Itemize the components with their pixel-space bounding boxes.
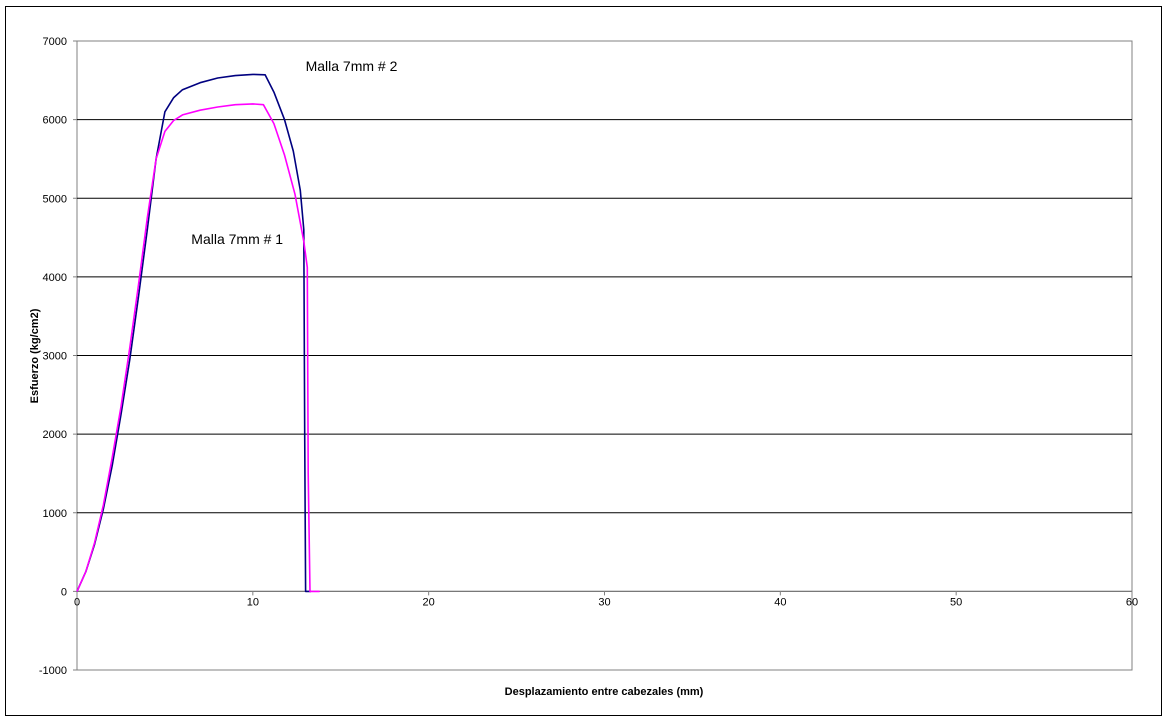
series-line-1 — [76, 73, 311, 593]
y-tick-label: 3000 — [43, 351, 67, 363]
x-axis-title: Desplazamiento entre cabezales (mm) — [505, 686, 704, 698]
x-tick-label: 60 — [1126, 596, 1138, 608]
y-tick-label: 5000 — [43, 193, 67, 205]
y-tick-label: 6000 — [43, 115, 67, 127]
y-tick-labels: -1000 0 1000 2000 3000 4000 5000 6000 7000 — [39, 36, 67, 677]
series-lines — [76, 73, 320, 593]
y-axis-title: Esfuerzo (kg/cm2) — [29, 308, 41, 403]
y-tick-label: 2000 — [43, 429, 67, 441]
series-annotation-2: Malla 7mm # 1 — [191, 231, 283, 247]
y-tick-label: -1000 — [39, 665, 67, 677]
annotations: Malla 7mm # 2 Malla 7mm # 1 — [191, 58, 397, 247]
series-annotation-1: Malla 7mm # 2 — [306, 58, 398, 74]
x-tick-label: 10 — [247, 596, 259, 608]
y-tick-label: 4000 — [43, 272, 67, 284]
series-line-2 — [76, 103, 320, 593]
x-tick-label: 40 — [774, 596, 786, 608]
x-tick-labels: 0 10 20 30 40 50 60 — [74, 596, 1138, 608]
y-tick-label: 1000 — [43, 508, 67, 520]
x-tick-label: 30 — [598, 596, 610, 608]
x-tick-label: 20 — [423, 596, 435, 608]
x-tick-label: 0 — [74, 596, 80, 608]
chart-frame — [5, 6, 1162, 716]
gridlines — [73, 40, 1133, 671]
x-tick-label: 50 — [950, 596, 962, 608]
y-tick-label: 0 — [61, 586, 67, 598]
y-tick-label: 7000 — [43, 36, 67, 48]
